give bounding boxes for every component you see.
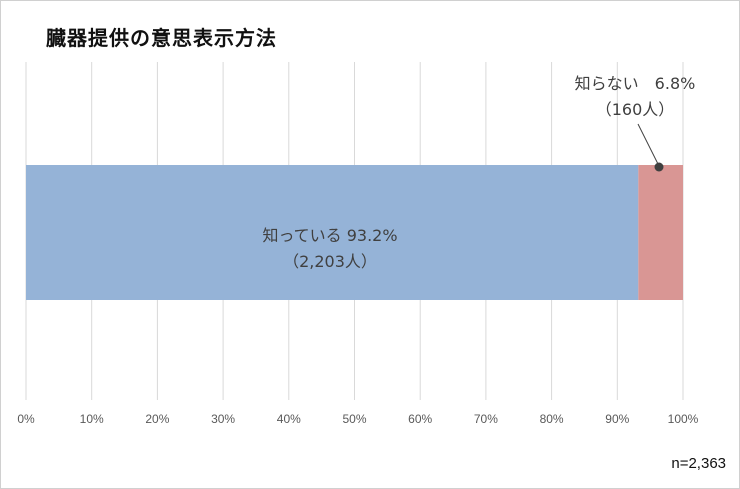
leader-dot [654,162,664,172]
label-unknown-pct: 知らない 6.8% [574,74,696,93]
label-known-count: （2,203人） [283,252,377,271]
x-tick-label: 80% [540,412,564,426]
x-tick-label: 100% [668,412,699,426]
chart-title: 臓器提供の意思表示方法 [46,26,277,50]
x-tick-label: 0% [17,412,35,426]
x-tick-label: 60% [408,412,432,426]
bar-segment-known [26,165,639,300]
leader-line [637,123,660,167]
x-tick-label: 30% [211,412,235,426]
label-unknown: 知らない 6.8% （160人） [565,70,705,120]
label-known: 知っている 93.2% （2,203人） [230,222,430,272]
label-unknown-count: （160人） [595,100,675,119]
x-tick-label: 10% [80,412,104,426]
x-tick-label: 20% [145,412,169,426]
bar-segment-unknown [638,165,683,300]
x-tick-label: 70% [474,412,498,426]
label-known-pct: 知っている 93.2% [262,226,398,245]
sample-size: n=2,363 [671,455,726,472]
x-tick-label: 50% [342,412,366,426]
x-tick-label: 90% [605,412,629,426]
x-tick-label: 40% [277,412,301,426]
